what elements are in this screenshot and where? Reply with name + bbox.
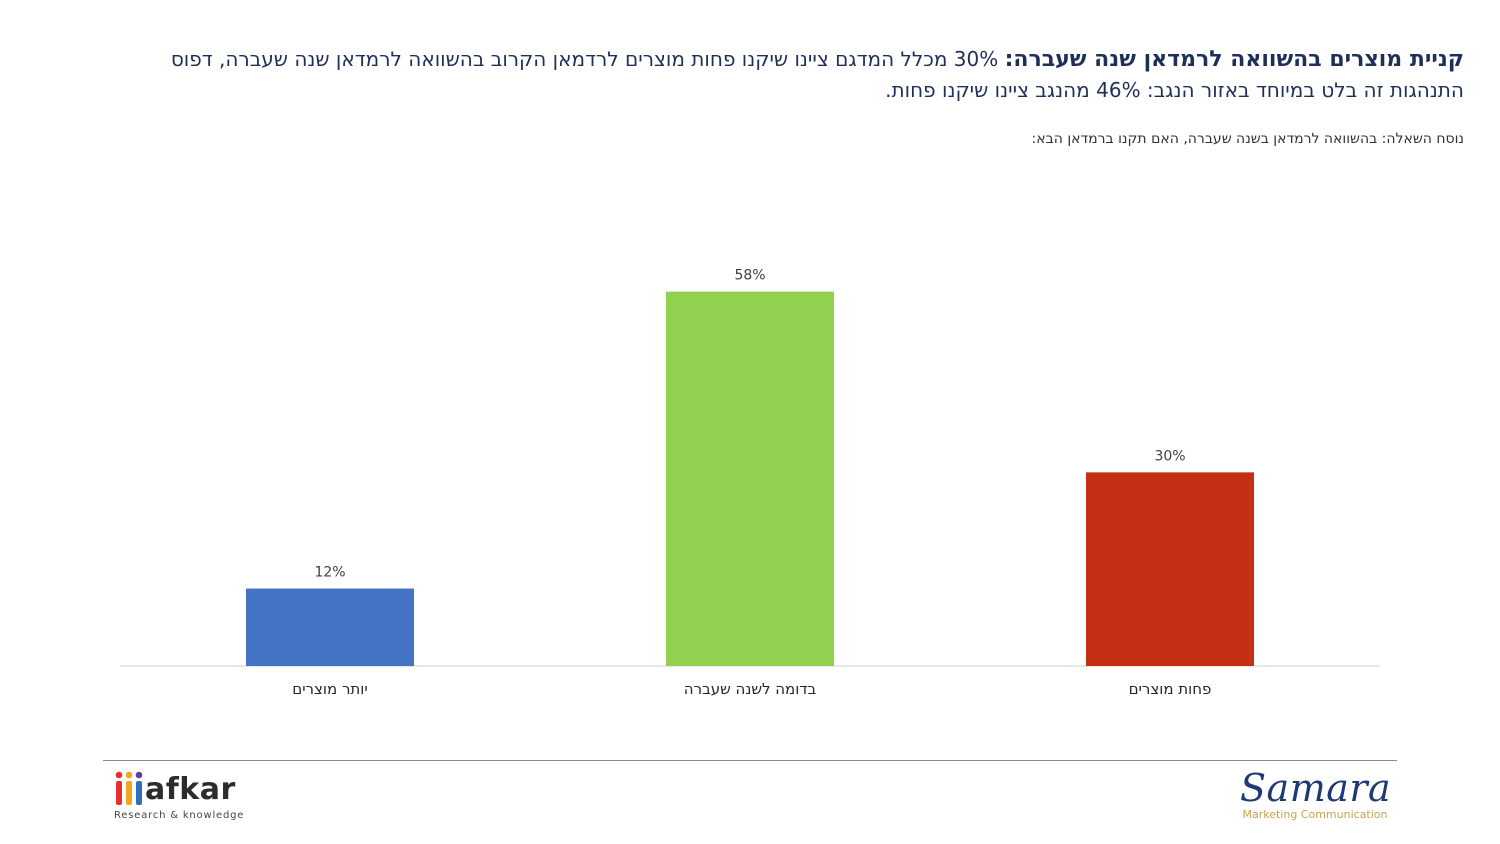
data-label-3: 30%	[1154, 448, 1185, 464]
bar-chart: 12% יותר מוצרים 58% בדומה לשנה שעברה 30% פחות…	[120, 268, 1380, 698]
question-text: נוסח השאלה: בהשוואה לרמדאן בשנה שעברה, ה…	[1031, 131, 1464, 147]
data-label-1: 12%	[314, 565, 345, 581]
afkar-logo: afkar Research & knowledge	[114, 768, 264, 828]
headline: קניית מוצרים בהשוואה לרמדאן שנה שעברה: 3…	[124, 44, 1464, 106]
footer-divider	[103, 760, 1397, 761]
headline-text: 30% מכלל המדגם ציינו שיקנו פחות מוצרים ל…	[170, 47, 1464, 102]
category-label-1: יותר מוצרים	[292, 680, 367, 698]
samara-wordmark: Samara	[1240, 766, 1392, 810]
afkar-tagline: Research & knowledge	[114, 810, 245, 821]
data-label-2: 58%	[734, 268, 765, 284]
bar-1	[246, 588, 414, 666]
samara-logo: Samara Marketing Communication	[1240, 766, 1392, 830]
afkar-figures-icon	[115, 771, 143, 805]
category-label-2: בדומה לשנה שעברה	[684, 680, 817, 698]
samara-tagline: Marketing Communication	[1242, 808, 1388, 821]
bar-2	[666, 291, 834, 666]
bars-layer: 12% יותר מוצרים 58% בדומה לשנה שעברה 30% פחות…	[246, 268, 1254, 698]
afkar-wordmark: afkar	[145, 772, 236, 807]
headline-bold: קניית מוצרים בהשוואה לרמדאן שנה שעברה:	[1004, 47, 1464, 72]
bar-3	[1086, 472, 1254, 666]
category-label-3: פחות מוצרים	[1129, 680, 1212, 698]
